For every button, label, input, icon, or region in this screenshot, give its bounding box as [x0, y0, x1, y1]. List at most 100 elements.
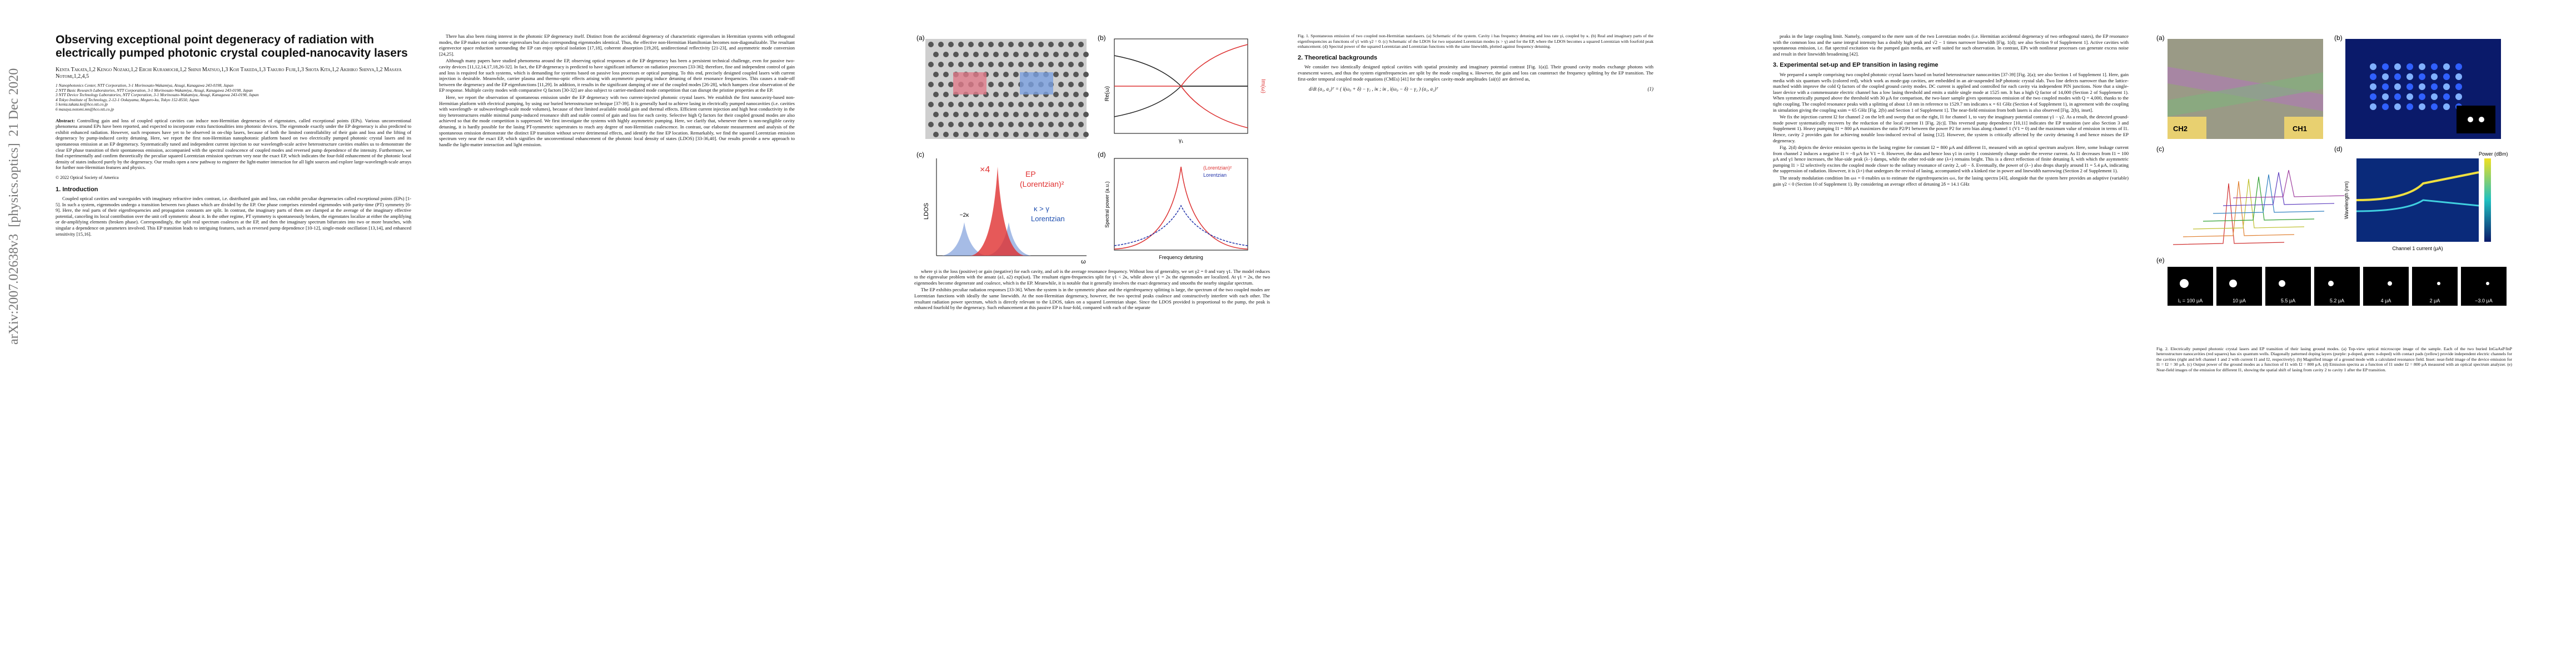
field-lobe: [2455, 63, 2462, 70]
hole: [978, 102, 984, 107]
n-doped-layer: [2168, 72, 2323, 117]
hole: [928, 102, 934, 107]
spectrum-trace: [2183, 181, 2295, 237]
hole: [983, 112, 989, 117]
hole: [1038, 122, 1044, 127]
curve: [1180, 86, 1248, 128]
hole: [1078, 102, 1084, 107]
near-field-frame: [2314, 267, 2360, 306]
figure-caption: Fig. 1. Spontaneous emission of two coup…: [1298, 33, 1653, 49]
hole: [1053, 72, 1059, 77]
panel-label: (a): [916, 34, 925, 42]
hole: [998, 102, 1004, 107]
panel-b: (b) Re(ω) Im(ω) γ₁: [1098, 34, 1266, 144]
hole: [1013, 92, 1019, 97]
hole: [1083, 72, 1089, 77]
hole: [1028, 122, 1034, 127]
legend-entry: (Lorentzian)²: [1203, 165, 1232, 171]
x-label: Frequency detuning: [1159, 255, 1203, 260]
hole: [933, 92, 939, 97]
hole: [1023, 52, 1029, 57]
hole: [938, 102, 944, 107]
hole: [998, 62, 1004, 67]
section-heading: 1. Introduction: [56, 186, 98, 193]
hole: [983, 132, 989, 137]
spectrum-trace: [2233, 170, 2345, 198]
near-field-label: 10 μA: [2233, 298, 2246, 303]
hole: [943, 52, 949, 57]
hole: [943, 132, 949, 137]
panel-label: (d): [2334, 145, 2343, 153]
hole: [1003, 72, 1009, 77]
hole: [928, 62, 934, 67]
hole: [1048, 62, 1054, 67]
hole: [938, 82, 944, 87]
y-label: Spectral power (a.u.): [1104, 181, 1110, 228]
curve: [1114, 86, 1248, 117]
hole: [1078, 82, 1084, 87]
hole: [1078, 62, 1084, 67]
curve: [1114, 205, 1248, 246]
panel-label: (d): [1098, 151, 1106, 158]
hole: [988, 102, 994, 107]
y2-label: Im(ω): [1260, 79, 1266, 93]
hole: [993, 72, 999, 77]
hole: [998, 122, 1004, 127]
peak-branch: [2356, 199, 2479, 212]
field-lobe: [2419, 103, 2425, 110]
x-label: Channel 1 current (μA): [2392, 246, 2443, 251]
field-lobe: [2443, 103, 2450, 110]
spectrum-trace: [2193, 178, 2305, 230]
field-lobe: [2443, 73, 2450, 80]
section-heading: 3. Experimental set-up and EP transition…: [1773, 62, 1939, 69]
paragraph: The EP exhibits peculiar radiation respo…: [914, 287, 1270, 311]
hole: [973, 52, 979, 57]
affiliation: 5 kenta.takata.ke@hco.ntt.co.jp: [56, 102, 108, 107]
hole: [968, 102, 974, 107]
field-lobe: [2394, 103, 2401, 110]
paragraphs: where γi is the loss (positive) or gain …: [914, 268, 1270, 311]
field-lobe: [2406, 93, 2413, 100]
hole: [968, 122, 974, 127]
figure-1: (a) (b) Re(ω) Im(ω) γ₁ (c) ×4 EP (Lorent…: [916, 34, 1266, 265]
hole: [1008, 42, 1014, 47]
hole: [1083, 92, 1089, 97]
field-lobe: [2382, 103, 2389, 110]
near-field-frame: [2216, 267, 2262, 306]
hole: [953, 132, 959, 137]
hole: [1043, 112, 1049, 117]
paragraph: Fig. 2(d) depicts the device emission sp…: [1773, 145, 2129, 174]
hole: [1073, 92, 1079, 97]
page3-left-column: peaks in the large coupling limit. Namel…: [1773, 33, 2129, 188]
colorbar-label: Power (dBm): [2479, 151, 2508, 157]
hole: [1018, 42, 1024, 47]
copyright: © 2022 Optical Society of America: [56, 175, 119, 180]
cavity-1: [953, 72, 986, 94]
field-lobe: [2431, 103, 2438, 110]
paragraphs: Coupled optical cavities and waveguides …: [56, 196, 411, 237]
hole: [1068, 62, 1074, 67]
plot-frame: [1114, 158, 1248, 251]
panel-label: (b): [1098, 34, 1106, 42]
y-label: Wavelength (nm): [2344, 181, 2349, 219]
affiliation: 1 Nanophotonics Center, NTT Corporation,…: [56, 83, 233, 88]
hole: [988, 82, 994, 87]
hole: [1053, 52, 1059, 57]
label: κ > γ: [1034, 205, 1049, 213]
hole: [978, 62, 984, 67]
hole: [943, 92, 949, 97]
field-lobe: [2370, 73, 2376, 80]
near-field-frame: [2412, 267, 2458, 306]
hole: [943, 72, 949, 77]
hole: [1013, 52, 1019, 57]
spectrum-trace: [2203, 176, 2315, 222]
hole: [1008, 122, 1014, 127]
hole: [928, 122, 934, 127]
spot: [2388, 281, 2392, 286]
paragraph: The steady modulation condition Im ω± = …: [1773, 175, 2129, 187]
hole: [1053, 92, 1059, 97]
hole: [1073, 112, 1079, 117]
hole: [1053, 112, 1059, 117]
field-lobe: [2394, 63, 2401, 70]
hole: [963, 52, 969, 57]
